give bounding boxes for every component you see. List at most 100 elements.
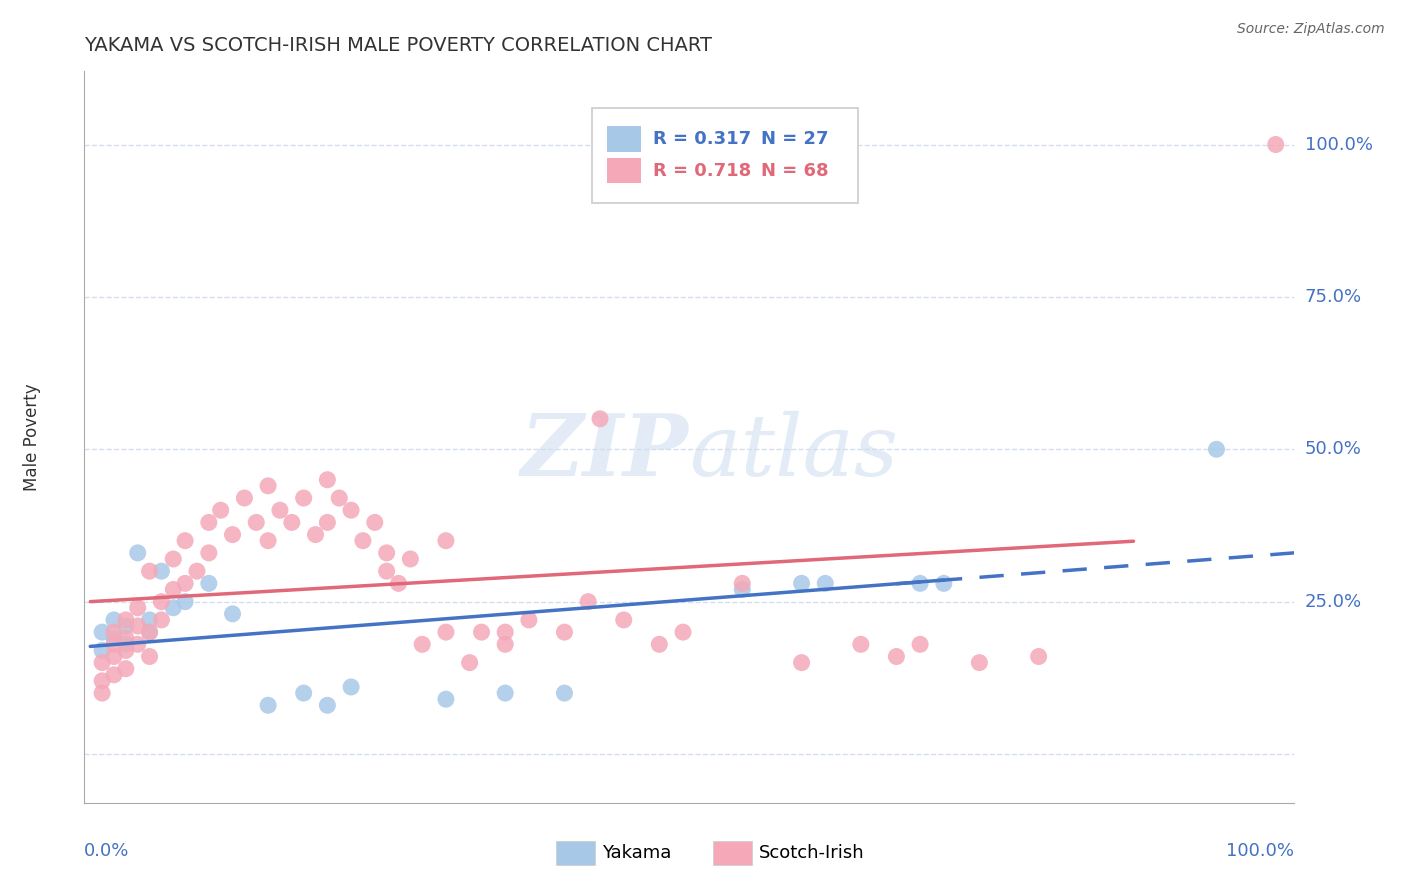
Point xyxy=(198,516,221,530)
Text: Yakama: Yakama xyxy=(602,844,671,863)
Point xyxy=(138,564,160,578)
Point xyxy=(138,625,160,640)
Point xyxy=(352,533,374,548)
Point xyxy=(387,576,409,591)
Point xyxy=(115,637,138,651)
Point xyxy=(281,516,304,530)
Text: 75.0%: 75.0% xyxy=(1305,288,1362,306)
Point xyxy=(458,656,481,670)
Point xyxy=(494,625,516,640)
Text: N = 68: N = 68 xyxy=(762,161,830,180)
Point xyxy=(103,667,125,681)
Point xyxy=(162,552,184,566)
Point xyxy=(174,594,197,608)
Point xyxy=(553,686,575,700)
Point xyxy=(221,527,243,541)
Point xyxy=(91,673,114,688)
Point xyxy=(91,656,114,670)
Point xyxy=(138,649,160,664)
Text: 100.0%: 100.0% xyxy=(1226,842,1294,860)
Point xyxy=(115,619,138,633)
Point xyxy=(174,533,197,548)
Point xyxy=(91,643,114,657)
Point xyxy=(115,662,138,676)
Point xyxy=(292,686,315,700)
Point xyxy=(648,637,671,651)
Point xyxy=(375,546,398,560)
Point xyxy=(138,625,160,640)
Point xyxy=(150,613,173,627)
Point xyxy=(340,503,363,517)
Point xyxy=(434,533,457,548)
Point xyxy=(969,656,991,670)
Point xyxy=(127,546,149,560)
Text: 50.0%: 50.0% xyxy=(1305,441,1361,458)
Point xyxy=(103,649,125,664)
FancyBboxPatch shape xyxy=(713,841,752,865)
Point xyxy=(613,613,636,627)
FancyBboxPatch shape xyxy=(555,841,595,865)
Point xyxy=(138,613,160,627)
FancyBboxPatch shape xyxy=(592,108,858,203)
Point xyxy=(814,576,837,591)
Point xyxy=(127,637,149,651)
Point xyxy=(174,576,197,591)
Point xyxy=(1205,442,1227,457)
Point xyxy=(731,582,754,597)
Point xyxy=(115,632,138,646)
Point xyxy=(790,576,813,591)
Point xyxy=(221,607,243,621)
Text: Male Poverty: Male Poverty xyxy=(22,384,41,491)
Point xyxy=(127,600,149,615)
Point xyxy=(553,625,575,640)
FancyBboxPatch shape xyxy=(607,127,641,152)
Point xyxy=(316,516,339,530)
Point xyxy=(91,625,114,640)
Point xyxy=(364,516,387,530)
Point xyxy=(257,479,280,493)
Point xyxy=(198,546,221,560)
Point xyxy=(434,625,457,640)
Text: R = 0.317: R = 0.317 xyxy=(652,130,751,148)
Point xyxy=(908,637,931,651)
Point xyxy=(517,613,540,627)
Point xyxy=(292,491,315,505)
Text: Source: ZipAtlas.com: Source: ZipAtlas.com xyxy=(1237,22,1385,37)
Point xyxy=(233,491,256,505)
Point xyxy=(257,533,280,548)
Point xyxy=(115,643,138,657)
Point xyxy=(127,619,149,633)
FancyBboxPatch shape xyxy=(607,158,641,183)
Point xyxy=(849,637,872,651)
Point xyxy=(790,656,813,670)
Point xyxy=(150,564,173,578)
Point xyxy=(1264,137,1286,152)
Point xyxy=(731,576,754,591)
Point xyxy=(103,613,125,627)
Point xyxy=(198,576,221,591)
Text: YAKAMA VS SCOTCH-IRISH MALE POVERTY CORRELATION CHART: YAKAMA VS SCOTCH-IRISH MALE POVERTY CORR… xyxy=(84,36,713,54)
Point xyxy=(186,564,208,578)
Point xyxy=(340,680,363,694)
Point xyxy=(209,503,232,517)
Point xyxy=(245,516,267,530)
Text: R = 0.718: R = 0.718 xyxy=(652,161,751,180)
Point xyxy=(115,613,138,627)
Point xyxy=(304,527,326,541)
Point xyxy=(886,649,908,664)
Text: atlas: atlas xyxy=(689,410,898,493)
Point xyxy=(434,692,457,706)
Text: 100.0%: 100.0% xyxy=(1305,136,1372,153)
Point xyxy=(103,637,125,651)
Text: ZIP: ZIP xyxy=(522,410,689,493)
Point xyxy=(257,698,280,713)
Point xyxy=(375,564,398,578)
Point xyxy=(162,582,184,597)
Point xyxy=(589,412,612,426)
Point xyxy=(91,686,114,700)
Text: 0.0%: 0.0% xyxy=(84,842,129,860)
Point xyxy=(269,503,291,517)
Point xyxy=(103,632,125,646)
Point xyxy=(672,625,695,640)
Text: N = 27: N = 27 xyxy=(762,130,830,148)
